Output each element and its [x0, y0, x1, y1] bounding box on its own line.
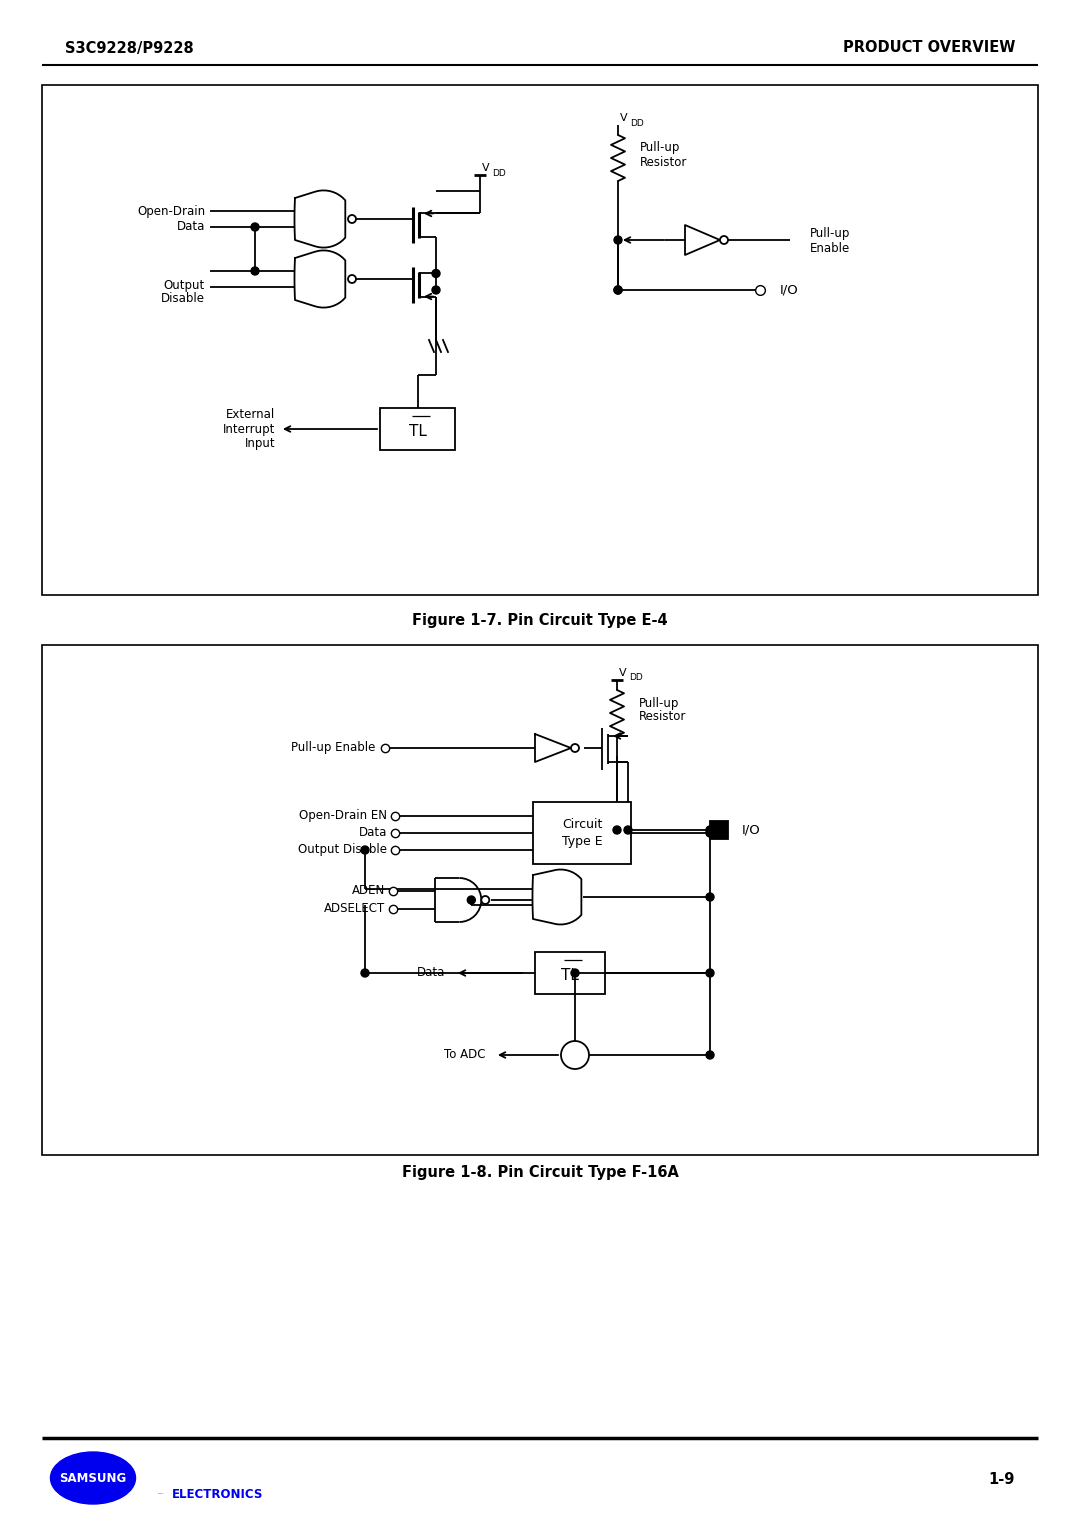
- Circle shape: [251, 223, 259, 231]
- Text: Figure 1-8. Pin Circuit Type F-16A: Figure 1-8. Pin Circuit Type F-16A: [402, 1164, 678, 1180]
- Text: I/O: I/O: [780, 284, 799, 296]
- Circle shape: [706, 892, 714, 902]
- Circle shape: [706, 1051, 714, 1059]
- Text: To ADC: To ADC: [444, 1048, 485, 1062]
- Text: 1-9: 1-9: [988, 1473, 1015, 1487]
- Text: TL: TL: [408, 423, 427, 439]
- Polygon shape: [295, 191, 346, 248]
- Text: ADEN: ADEN: [352, 885, 384, 897]
- Text: Data: Data: [177, 220, 205, 234]
- Text: I/O: I/O: [742, 824, 760, 836]
- Text: Open-Drain EN: Open-Drain EN: [299, 810, 387, 822]
- Text: Output: Output: [164, 278, 205, 292]
- Text: External: External: [226, 408, 275, 420]
- Circle shape: [706, 969, 714, 976]
- Text: Circuit: Circuit: [562, 817, 603, 831]
- Text: Pull-up: Pull-up: [810, 226, 850, 240]
- Text: Pull-up: Pull-up: [640, 142, 680, 154]
- Circle shape: [571, 744, 579, 752]
- Polygon shape: [295, 251, 346, 307]
- Circle shape: [361, 969, 369, 976]
- Circle shape: [432, 286, 440, 293]
- Circle shape: [571, 969, 579, 976]
- Text: PRODUCT OVERVIEW: PRODUCT OVERVIEW: [842, 41, 1015, 55]
- Circle shape: [348, 215, 356, 223]
- Text: DD: DD: [630, 119, 644, 127]
- Text: Figure 1-7. Pin Circuit Type E-4: Figure 1-7. Pin Circuit Type E-4: [413, 613, 667, 628]
- Bar: [42, 86, 1038, 594]
- Text: ADSELECT: ADSELECT: [324, 903, 384, 915]
- Text: Interrupt: Interrupt: [222, 423, 275, 435]
- Text: Resistor: Resistor: [639, 711, 687, 723]
- Text: TL: TL: [562, 967, 579, 983]
- Circle shape: [720, 235, 728, 244]
- Bar: [42, 645, 1038, 1155]
- Circle shape: [613, 827, 621, 834]
- Circle shape: [706, 827, 714, 834]
- Circle shape: [361, 847, 369, 854]
- Text: Pull-up: Pull-up: [639, 697, 679, 709]
- Text: SAMSUNG: SAMSUNG: [59, 1471, 126, 1485]
- Ellipse shape: [51, 1452, 135, 1504]
- Circle shape: [348, 275, 356, 283]
- Text: V: V: [620, 113, 627, 122]
- Circle shape: [615, 286, 622, 293]
- Circle shape: [561, 1041, 589, 1070]
- Circle shape: [251, 267, 259, 275]
- Circle shape: [615, 286, 622, 293]
- Polygon shape: [685, 1273, 720, 1303]
- Polygon shape: [532, 869, 581, 924]
- Text: Disable: Disable: [161, 292, 205, 306]
- Circle shape: [482, 895, 489, 905]
- Bar: [535, 952, 605, 995]
- Text: Pull-up Enable: Pull-up Enable: [291, 741, 375, 755]
- Circle shape: [468, 895, 475, 905]
- Text: Enable: Enable: [810, 241, 850, 255]
- Text: Data: Data: [417, 967, 445, 979]
- Circle shape: [624, 827, 632, 834]
- Text: V: V: [482, 163, 489, 173]
- Polygon shape: [535, 766, 571, 795]
- Text: Type E: Type E: [562, 834, 603, 848]
- Text: DD: DD: [492, 168, 505, 177]
- Text: Resistor: Resistor: [640, 156, 687, 168]
- Text: S3C9228/P9228: S3C9228/P9228: [65, 41, 193, 55]
- Bar: [534, 802, 631, 863]
- Text: ELECTRONICS: ELECTRONICS: [172, 1487, 264, 1500]
- Text: Output Disable: Output Disable: [298, 843, 387, 857]
- Circle shape: [615, 235, 622, 244]
- Circle shape: [432, 269, 440, 278]
- Text: V: V: [619, 668, 626, 678]
- Text: Data: Data: [359, 827, 387, 839]
- Circle shape: [706, 830, 714, 837]
- Text: Input: Input: [244, 437, 275, 451]
- Bar: [380, 408, 455, 451]
- Text: Open-Drain: Open-Drain: [137, 205, 205, 217]
- Bar: [710, 821, 728, 839]
- Text: DD: DD: [629, 674, 643, 683]
